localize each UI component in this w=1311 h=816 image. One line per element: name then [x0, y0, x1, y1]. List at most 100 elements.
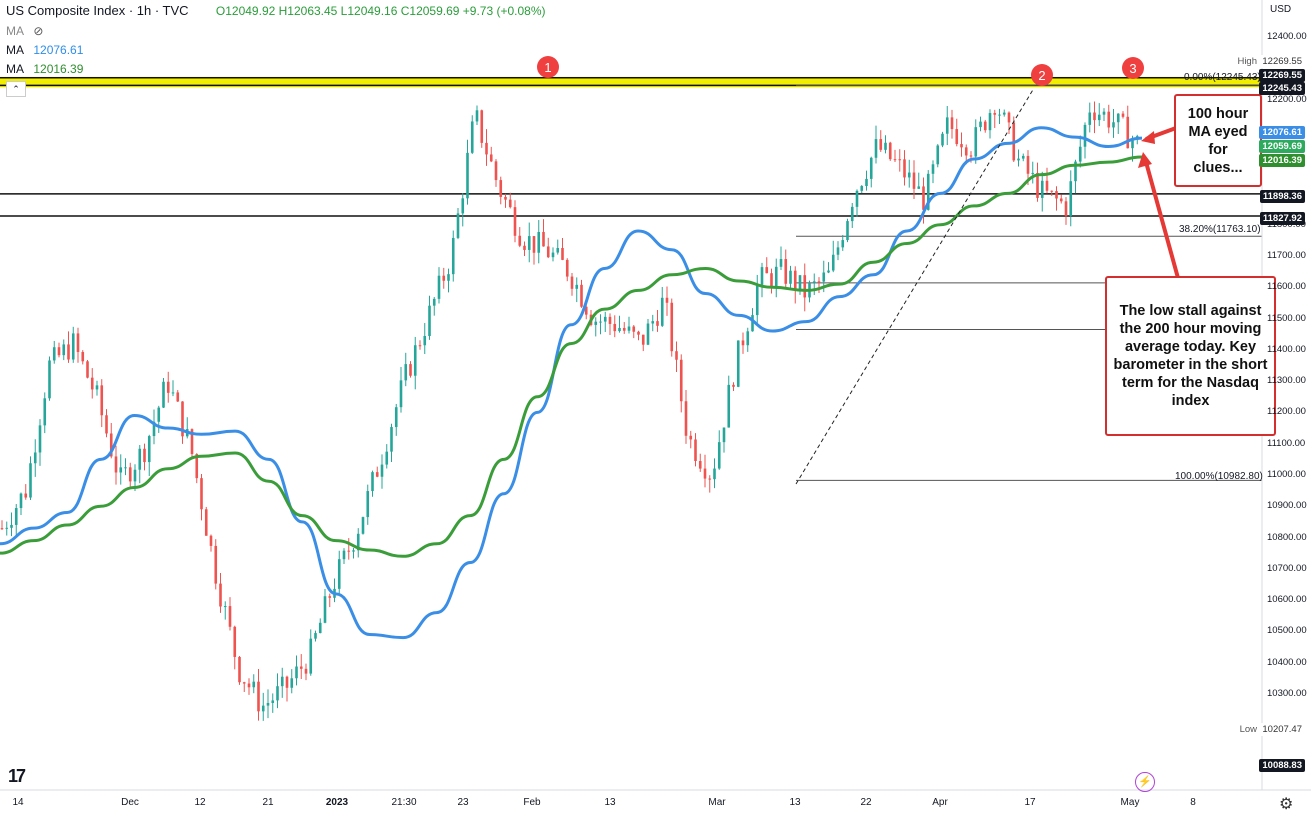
- candle-body: [983, 121, 987, 131]
- candle-body: [732, 384, 735, 387]
- candle-body: [19, 493, 23, 509]
- tradingview-logo-icon[interactable]: 17: [8, 766, 26, 786]
- candle-body: [423, 335, 427, 346]
- candle-body: [1050, 190, 1054, 192]
- time-axis-tick: Dec: [121, 797, 139, 808]
- time-axis-tick: 8: [1190, 797, 1196, 808]
- candle-body: [546, 246, 550, 258]
- time-axis-tick: 17: [1024, 797, 1036, 808]
- candle-body: [223, 606, 227, 608]
- candle-body: [24, 493, 28, 498]
- settings-gear-icon[interactable]: ⚙: [1279, 796, 1294, 813]
- currency-label[interactable]: USD: [1270, 4, 1292, 15]
- price-axis-tick: 11700.00: [1267, 249, 1306, 261]
- candle-body: [489, 154, 493, 162]
- candle-body: [1002, 112, 1006, 115]
- candle-body: [214, 545, 218, 584]
- price-axis-tick: 11100.00: [1267, 437, 1306, 449]
- candle-body: [960, 144, 963, 148]
- candle-body: [556, 247, 560, 253]
- candle-body: [418, 345, 422, 347]
- candle-body: [209, 535, 213, 546]
- time-axis-tick: 23: [457, 797, 469, 808]
- candle-body: [1045, 180, 1049, 191]
- candle-body: [879, 139, 883, 150]
- legend-ma1[interactable]: MA ⊘: [6, 22, 43, 40]
- high-label: High: [1234, 55, 1260, 68]
- candle-body: [371, 472, 374, 492]
- high-price-tag: 12269.55: [1259, 55, 1305, 68]
- candle-body: [575, 284, 579, 289]
- candle-body: [508, 199, 512, 208]
- candle-body: [622, 327, 626, 331]
- candle-body: [903, 159, 906, 178]
- candle-body: [779, 259, 783, 267]
- candle-body: [314, 633, 317, 639]
- candle-body: [651, 321, 655, 324]
- candle-body: [480, 110, 484, 143]
- candle-body: [404, 364, 408, 381]
- candle-body: [893, 159, 897, 161]
- time-axis-tick: 21: [262, 797, 274, 808]
- price-axis-tick: 11000.00: [1267, 468, 1306, 480]
- time-axis-tick: Feb: [523, 797, 541, 808]
- candle-body: [770, 273, 773, 287]
- collapse-legend-button[interactable]: ⌃: [6, 81, 26, 97]
- candle-body: [328, 596, 332, 598]
- lightning-icon[interactable]: ⚡: [1135, 772, 1155, 792]
- candle-body: [162, 381, 165, 408]
- candle-body: [266, 702, 270, 706]
- candle-body: [171, 392, 175, 394]
- candle-body: [1059, 198, 1063, 202]
- legend-ma3[interactable]: MA 12016.39: [6, 60, 83, 78]
- legend-header: US Composite Index · 1h · TVC O12049.92 …: [6, 2, 550, 20]
- candle-body: [257, 681, 260, 712]
- candle-body: [912, 172, 916, 189]
- candle-body: [665, 297, 669, 303]
- candle-body: [1021, 155, 1025, 159]
- candle-body: [394, 407, 398, 428]
- candle-body: [703, 468, 707, 479]
- trend-line: [795, 87, 1035, 485]
- eye-off-icon[interactable]: ⊘: [33, 24, 44, 38]
- candle-body: [470, 121, 474, 153]
- candle-body: [727, 384, 731, 428]
- candle-body: [917, 186, 921, 189]
- candle-body: [143, 448, 146, 463]
- candle-body: [827, 270, 830, 273]
- candle-body: [76, 333, 80, 353]
- candle-body: [1031, 172, 1035, 174]
- marker-1: 1: [537, 56, 559, 78]
- candle-body: [128, 467, 132, 482]
- candle-body: [456, 213, 460, 238]
- legend-ma2[interactable]: MA 12076.61: [6, 41, 83, 59]
- candle-body: [432, 298, 436, 306]
- candle-body: [390, 427, 393, 452]
- candle-body: [969, 155, 973, 157]
- ma3-label: MA: [6, 62, 24, 76]
- symbol-title: US Composite Index · 1h · TVC: [6, 3, 189, 18]
- ma100-line: [0, 126, 1143, 640]
- candle-body: [152, 421, 156, 437]
- level-tag-11827: 11827.92: [1259, 212, 1305, 225]
- candle-body: [869, 157, 873, 179]
- candle-body: [964, 147, 968, 156]
- candle-body: [922, 186, 925, 210]
- candle-body: [1088, 112, 1092, 125]
- candle-body: [532, 236, 536, 253]
- candle-body: [447, 274, 450, 281]
- candle-body: [646, 323, 650, 345]
- candle-body: [62, 344, 66, 356]
- candle-body: [660, 297, 664, 326]
- candle-body: [931, 164, 935, 174]
- candle-body: [713, 468, 716, 480]
- candle-body: [698, 461, 702, 469]
- candle-body: [413, 345, 417, 376]
- candle-body: [860, 186, 864, 191]
- candle-body: [48, 360, 51, 399]
- candle-body: [670, 302, 674, 352]
- candle-body: [537, 231, 541, 253]
- candle-body: [33, 452, 37, 464]
- time-axis-tick: Apr: [932, 797, 948, 808]
